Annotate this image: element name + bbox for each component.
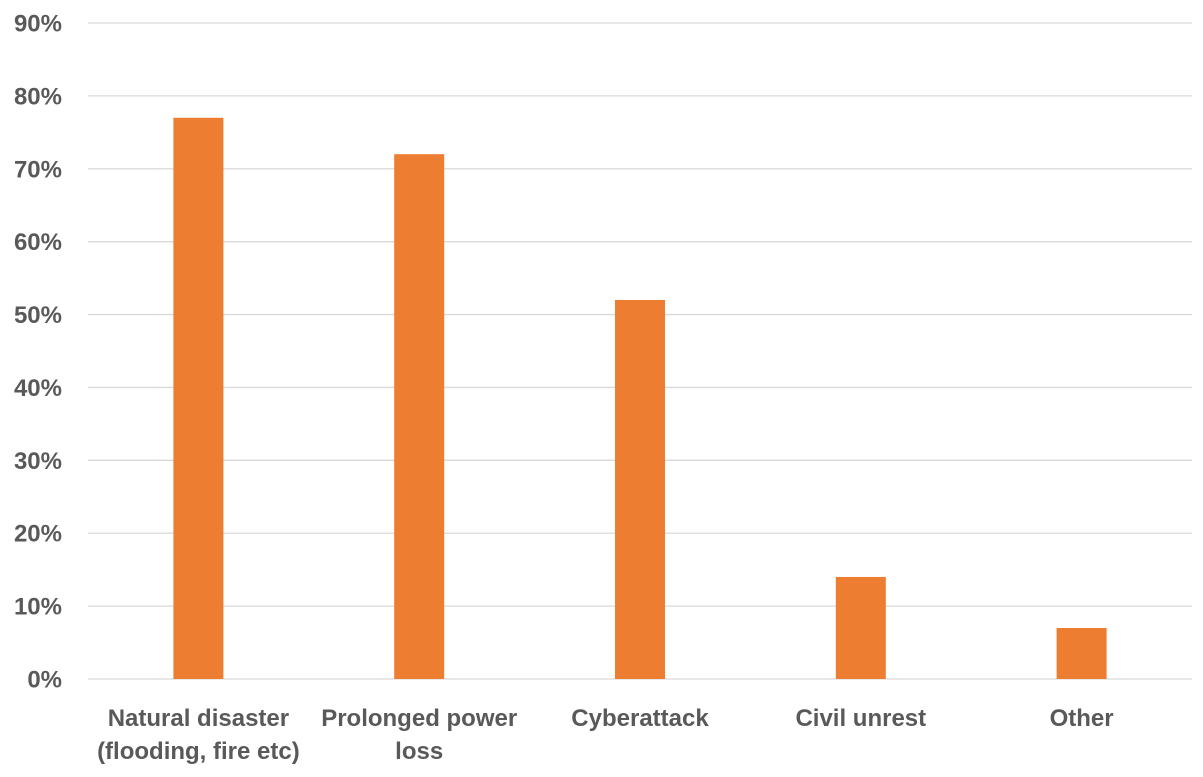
bar-0 xyxy=(173,117,224,679)
y-tick-label-80: 80% xyxy=(14,83,62,110)
y-tick-label-30: 30% xyxy=(14,448,62,475)
x-category-label-line: Prolonged power xyxy=(321,705,517,732)
y-tick-label-0: 0% xyxy=(27,667,62,694)
x-axis-category-labels: Natural disaster (flooding, fire etc) Prol… xyxy=(97,705,1114,765)
x-category-label-2: Cyberattack xyxy=(571,705,709,732)
bar-4 xyxy=(1056,627,1107,679)
y-tick-label-60: 60% xyxy=(14,229,62,256)
y-tick-label-20: 20% xyxy=(14,521,62,548)
bar-3 xyxy=(835,576,886,679)
x-category-label-3: Civil unrest xyxy=(795,705,926,732)
x-category-label-line: (flooding, fire etc) xyxy=(97,738,300,765)
x-category-label-0: Natural disaster (flooding, fire etc) xyxy=(97,705,300,765)
y-tick-label-10: 10% xyxy=(14,594,62,621)
x-category-label-line: Other xyxy=(1050,705,1114,732)
y-tick-label-70: 70% xyxy=(14,156,62,183)
x-category-label-line: Cyberattack xyxy=(571,705,709,732)
x-category-label-line: loss xyxy=(395,738,443,765)
bar-2 xyxy=(615,299,665,679)
y-tick-label-50: 50% xyxy=(14,302,62,329)
x-category-label-line: Civil unrest xyxy=(795,705,926,732)
x-category-label-1: Prolonged power loss xyxy=(321,705,517,765)
y-axis-tick-labels: 0% 10% 20% 30% 40% 50% 60% 70% 80% 90% xyxy=(14,11,62,694)
bar-1 xyxy=(394,154,445,679)
x-category-label-4: Other xyxy=(1050,705,1114,732)
y-tick-label-40: 40% xyxy=(14,375,62,402)
y-tick-label-90: 90% xyxy=(14,11,62,38)
x-category-label-line: Natural disaster xyxy=(108,705,289,732)
bars xyxy=(173,117,1107,679)
